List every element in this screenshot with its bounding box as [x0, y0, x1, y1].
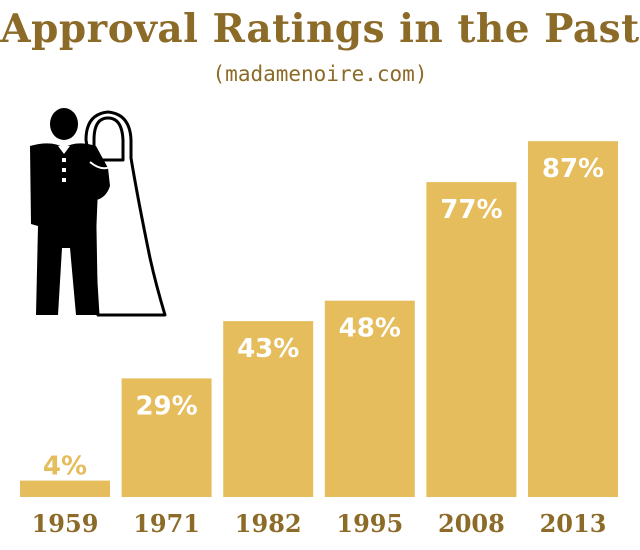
bar-value-label: 77% — [440, 195, 502, 225]
x-tick-label: 2008 — [438, 509, 505, 538]
bar-1995 — [324, 300, 415, 497]
wedding-couple-icon — [30, 108, 167, 317]
bar-2013 — [528, 141, 618, 497]
chart-title: Approval Ratings in the Past — [0, 6, 640, 52]
bar-1959 — [20, 480, 110, 497]
x-tick-label: 1959 — [32, 509, 99, 538]
bar-value-label: 87% — [542, 154, 604, 184]
bar-2008 — [426, 182, 517, 497]
x-tick-label: 2013 — [540, 509, 607, 538]
bar-1982 — [223, 321, 314, 497]
x-tick-label: 1995 — [336, 509, 403, 538]
bar-value-label: 48% — [339, 314, 401, 344]
bar-value-label: 43% — [237, 334, 299, 364]
bar-value-label: 29% — [135, 391, 197, 421]
chart-subtitle: (madamenoire.com) — [212, 62, 428, 86]
x-tick-label: 1982 — [235, 509, 302, 538]
x-tick-label: 1971 — [133, 509, 200, 538]
bar-value-label: 4% — [43, 452, 87, 482]
bar-1971 — [121, 378, 212, 497]
